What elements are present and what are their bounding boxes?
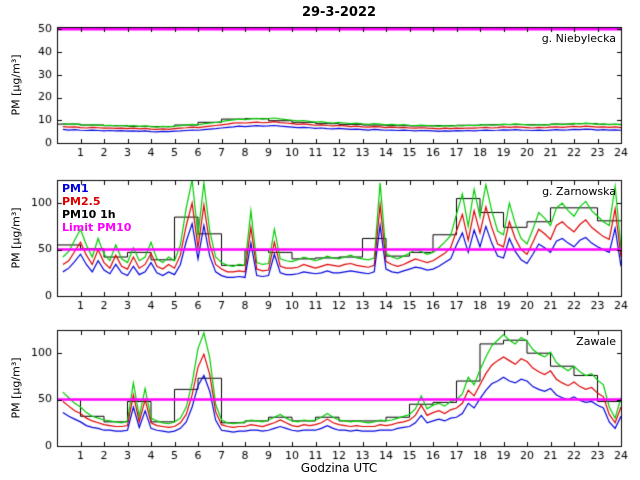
figure-title: 29-3-2022 — [301, 5, 377, 20]
legend-item: PM2.5 — [62, 195, 101, 208]
legend: PM1 PM2.5 PM10 1h Limit PM10 — [62, 182, 131, 234]
station-label-zarnowska: g. Zarnowska — [542, 185, 616, 198]
subplot-niebylecka: PM [µg/m³] g. Niebylecka — [0, 20, 640, 173]
station-label-zawale: Zawale — [576, 335, 616, 348]
legend-item: Limit PM10 — [62, 221, 132, 234]
subplot-zarnowska: PM [µg/m³] g. Zarnowska PM1 PM2.5 PM10 1h L… — [0, 173, 640, 326]
y-axis-label: PM [µg/m³] — [9, 207, 23, 269]
station-label-niebylecka: g. Niebylecka — [541, 32, 616, 45]
x-axis-label: Godzina UTC — [300, 461, 378, 475]
legend-item: PM1 — [62, 182, 89, 195]
chart-canvas-zarnowska — [0, 173, 640, 326]
y-axis-label: PM [µg/m³] — [9, 357, 23, 419]
chart-canvas-niebylecka — [0, 20, 640, 173]
subplot-zawale: PM [µg/m³] Zawale — [0, 323, 640, 476]
legend-item: PM10 1h — [62, 208, 116, 221]
chart-canvas-zawale — [0, 323, 640, 476]
y-axis-label: PM [µg/m³] — [9, 54, 23, 116]
